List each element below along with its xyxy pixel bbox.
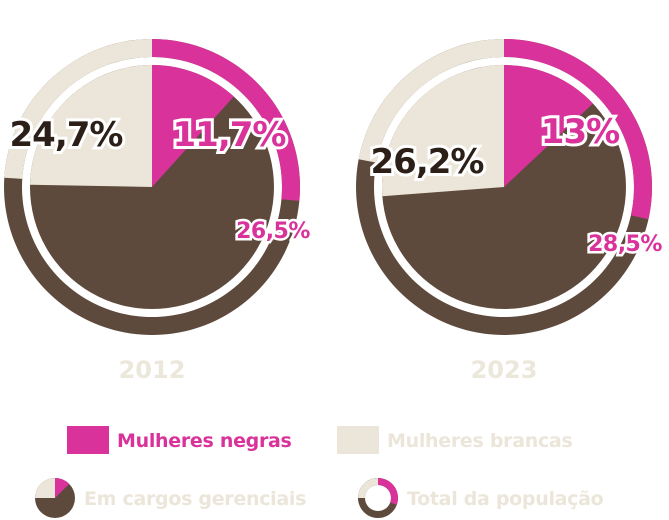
chart-2012: 24,7% 11,7% 26,5% 2012 (4, 39, 313, 384)
label-negras-gerenciais-2023: 13% (541, 112, 619, 152)
ring-negras-2012 (152, 39, 300, 201)
legend: Mulheres negras Mulheres brancas Em carg… (35, 426, 604, 518)
ring-brancas-2023 (358, 38, 504, 163)
legend-swatch-negras (67, 426, 109, 454)
pie-slice-negras-2012 (152, 65, 234, 187)
ring-negras-2023 (504, 39, 652, 220)
ring-brancas-2012 (4, 39, 153, 179)
legend-swatch-brancas (337, 426, 379, 454)
pie-slice-brancas-2012 (30, 65, 152, 187)
mini-pie-icon (35, 478, 75, 518)
chart-2023: 26,2% 13% 28,5% 2023 (356, 38, 665, 384)
mini-ring-icon (357, 478, 398, 518)
legend-label-gerenciais: Em cargos gerenciais (84, 488, 306, 510)
label-negras-populacao-2023: 28,5% (588, 232, 662, 257)
legend-label-negras: Mulheres negras (117, 430, 292, 452)
pie-slice-negras-2023 (504, 65, 593, 187)
legend-label-populacao: Total da população (407, 488, 604, 510)
pie-slice-brancas-2023 (382, 64, 504, 197)
label-negras-gerenciais-2012: 11,7% (173, 115, 286, 155)
year-label-2023: 2023 (471, 356, 538, 384)
year-label-2012: 2012 (119, 356, 186, 384)
label-brancas-gerenciais-2012: 24,7% (10, 115, 123, 155)
legend-label-brancas: Mulheres brancas (387, 430, 572, 452)
label-brancas-gerenciais-2023: 26,2% (371, 142, 484, 182)
label-negras-populacao-2012: 26,5% (236, 219, 310, 244)
